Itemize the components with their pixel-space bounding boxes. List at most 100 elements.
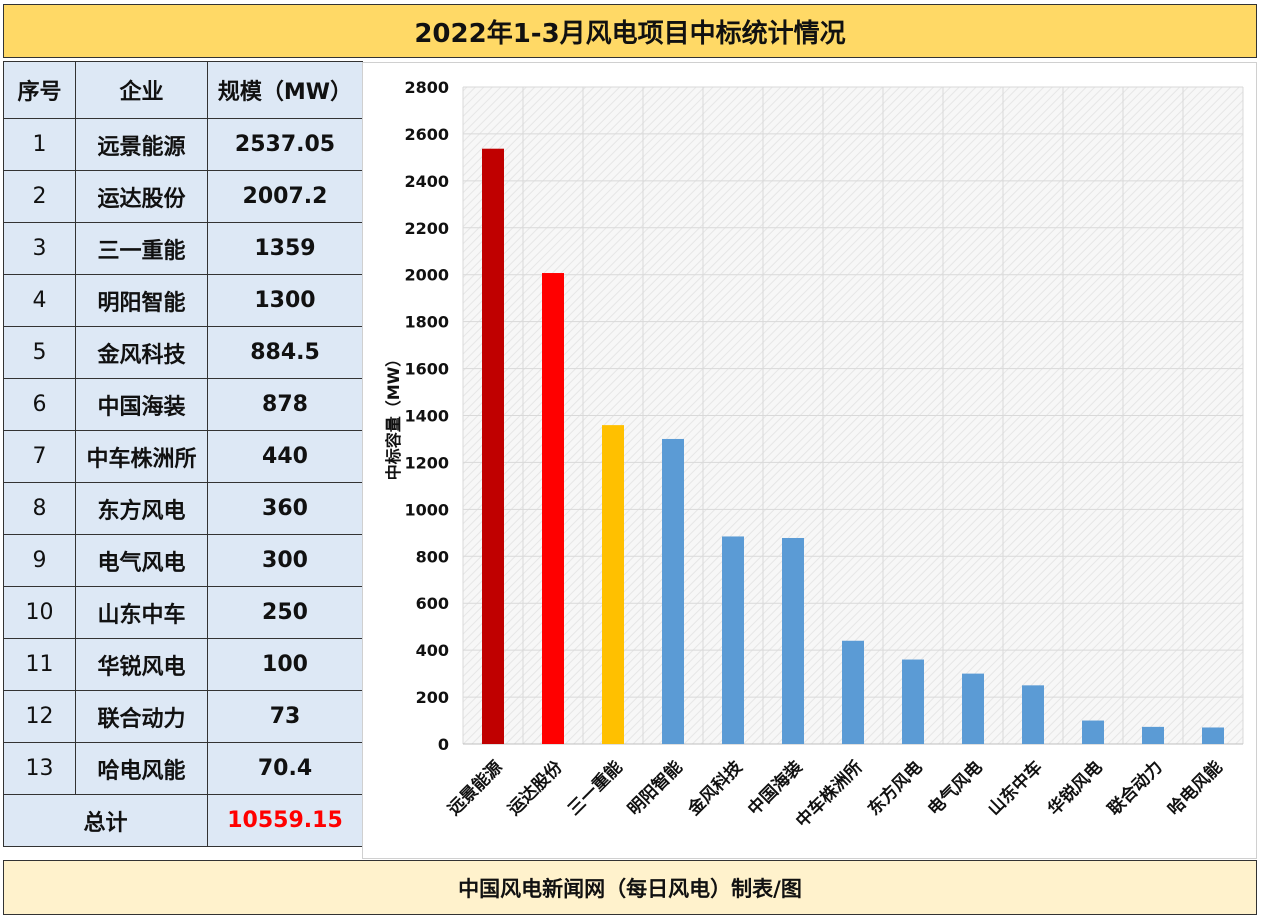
header-capacity: 规模（MW） xyxy=(207,61,363,119)
x-tick-label: 明阳智能 xyxy=(624,757,687,820)
bar-12 xyxy=(1142,726,1164,744)
bar-chart: 0 200 400 600 800 1000 1200 1400 1600 1800 2000 220… xyxy=(384,78,1244,832)
table-row: 13 哈电风能 70.4 xyxy=(3,742,363,795)
y-tick-label: 1600 xyxy=(404,360,449,379)
y-tick-label: 2800 xyxy=(404,78,449,97)
y-tick-label: 0 xyxy=(438,735,449,754)
header-company: 企业 xyxy=(75,61,208,119)
table-row: 7 中车株洲所 440 xyxy=(3,430,363,483)
row-capacity: 2537.05 xyxy=(207,118,363,171)
row-capacity: 878 xyxy=(207,378,363,431)
row-company: 山东中车 xyxy=(75,586,208,639)
row-capacity: 2007.2 xyxy=(207,170,363,223)
bar-2 xyxy=(542,273,564,744)
total-label: 总计 xyxy=(3,794,208,847)
row-capacity: 250 xyxy=(207,586,363,639)
y-tick-label: 2000 xyxy=(404,266,449,285)
bar-6 xyxy=(782,537,804,744)
row-index: 4 xyxy=(3,274,76,327)
bar-11 xyxy=(1082,720,1104,744)
row-company: 联合动力 xyxy=(75,690,208,743)
x-tick-label: 运达股份 xyxy=(504,756,568,820)
row-index: 2 xyxy=(3,170,76,223)
chart-frame: 0 200 400 600 800 1000 1200 1400 1600 1800 2000 220… xyxy=(362,62,1257,859)
bar-9 xyxy=(962,673,984,744)
row-capacity: 70.4 xyxy=(207,742,363,795)
bar-5 xyxy=(722,536,744,744)
row-index: 3 xyxy=(3,222,76,275)
data-table: 序号 企业 规模（MW） 1 远景能源 2537.05 2 运达股份 2007.2 3 三一重… xyxy=(3,61,363,847)
x-tick-label: 哈电风能 xyxy=(1164,757,1227,820)
x-tick-label: 东方风电 xyxy=(864,757,927,820)
row-index: 13 xyxy=(3,742,76,795)
row-index: 8 xyxy=(3,482,76,535)
row-company: 华锐风电 xyxy=(75,638,208,691)
x-tick-label: 联合动力 xyxy=(1104,757,1167,820)
row-company: 电气风电 xyxy=(75,534,208,587)
table-row: 8 东方风电 360 xyxy=(3,482,363,535)
table-row: 12 联合动力 73 xyxy=(3,690,363,743)
x-tick-label: 远景能源 xyxy=(444,757,507,820)
row-company: 运达股份 xyxy=(75,170,208,223)
row-index: 10 xyxy=(3,586,76,639)
x-tick-label: 中国海装 xyxy=(744,757,807,820)
y-tick-label: 2600 xyxy=(404,125,449,144)
row-company: 哈电风能 xyxy=(75,742,208,795)
y-tick-label: 400 xyxy=(416,641,449,660)
row-capacity: 1359 xyxy=(207,222,363,275)
row-capacity: 884.5 xyxy=(207,326,363,379)
table-row: 4 明阳智能 1300 xyxy=(3,274,363,327)
total-value: 10559.15 xyxy=(207,794,363,847)
y-tick-label: 1000 xyxy=(404,500,449,519)
table-row: 9 电气风电 300 xyxy=(3,534,363,587)
x-tick-label: 金风科技 xyxy=(683,756,747,820)
table-header-row: 序号 企业 规模（MW） xyxy=(3,61,363,119)
row-capacity: 73 xyxy=(207,690,363,743)
y-tick-label: 2200 xyxy=(404,219,449,238)
row-company: 中车株洲所 xyxy=(75,430,208,483)
table-row: 5 金风科技 884.5 xyxy=(3,326,363,379)
row-index: 12 xyxy=(3,690,76,743)
x-tick-label: 电气风电 xyxy=(924,757,987,820)
y-tick-label: 1200 xyxy=(404,453,449,472)
bar-13 xyxy=(1202,727,1224,744)
row-index: 11 xyxy=(3,638,76,691)
row-index: 1 xyxy=(3,118,76,171)
bar-1 xyxy=(482,148,504,744)
table-total-row: 总计 10559.15 xyxy=(3,794,363,847)
x-tick-label: 三一重能 xyxy=(564,757,627,820)
table-row: 1 远景能源 2537.05 xyxy=(3,118,363,171)
row-index: 7 xyxy=(3,430,76,483)
x-tick-label: 山东中车 xyxy=(984,757,1047,820)
table-row: 3 三一重能 1359 xyxy=(3,222,363,275)
row-capacity: 360 xyxy=(207,482,363,535)
y-tick-label: 800 xyxy=(416,547,449,566)
x-tick-label: 华锐风电 xyxy=(1044,757,1107,820)
y-tick-label: 1800 xyxy=(404,313,449,332)
bar-3 xyxy=(602,425,624,744)
y-tick-label: 600 xyxy=(416,594,449,613)
table-row: 10 山东中车 250 xyxy=(3,586,363,639)
page-footer: 中国风电新闻网（每日风电）制表/图 xyxy=(3,860,1257,915)
row-company: 远景能源 xyxy=(75,118,208,171)
header-index: 序号 xyxy=(3,61,76,119)
row-company: 东方风电 xyxy=(75,482,208,535)
row-company: 金风科技 xyxy=(75,326,208,379)
y-tick-label: 2400 xyxy=(404,172,449,191)
row-company: 中国海装 xyxy=(75,378,208,431)
y-tick-label: 1400 xyxy=(404,407,449,426)
bar-7 xyxy=(842,640,864,744)
row-capacity: 1300 xyxy=(207,274,363,327)
table-row: 6 中国海装 878 xyxy=(3,378,363,431)
bar-8 xyxy=(902,659,924,744)
row-company: 三一重能 xyxy=(75,222,208,275)
row-index: 5 xyxy=(3,326,76,379)
row-capacity: 440 xyxy=(207,430,363,483)
table-row: 2 运达股份 2007.2 xyxy=(3,170,363,223)
row-index: 9 xyxy=(3,534,76,587)
bar-4 xyxy=(662,438,684,744)
table-row: 11 华锐风电 100 xyxy=(3,638,363,691)
y-tick-label: 200 xyxy=(416,688,449,707)
y-axis-title: 中标容量（MW） xyxy=(384,351,403,481)
row-capacity: 300 xyxy=(207,534,363,587)
